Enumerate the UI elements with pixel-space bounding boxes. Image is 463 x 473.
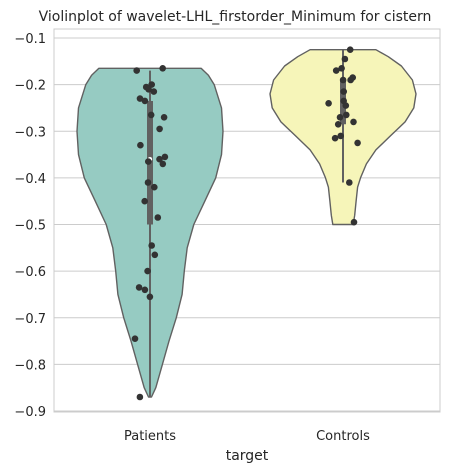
data-point <box>332 67 340 74</box>
strip-points <box>131 46 361 401</box>
data-point <box>144 179 152 186</box>
data-point <box>147 111 155 119</box>
violins <box>76 49 417 398</box>
chart-title: Violinplot of wavelet-LHL_firstorder_Min… <box>39 9 432 25</box>
y-tick-label: −0.1 <box>14 32 46 47</box>
y-tick-label: −0.2 <box>14 79 46 94</box>
data-point <box>340 88 348 95</box>
data-point <box>350 218 358 226</box>
data-point <box>354 139 361 147</box>
y-tick-labels: −0.1 −0.2 −0.3 −0.4 −0.5 −0.6 −0.7 −0.8 −0.9 <box>14 32 46 420</box>
x-tick-label: Patients <box>124 429 176 444</box>
data-point <box>151 251 159 259</box>
y-tick-label: −0.7 <box>14 312 46 327</box>
data-point <box>331 134 339 142</box>
data-point <box>137 141 144 149</box>
x-tick-label: Controls <box>316 429 370 444</box>
data-point <box>156 125 163 133</box>
data-point <box>148 242 155 249</box>
data-point <box>334 121 342 128</box>
data-point <box>350 118 357 126</box>
data-point <box>136 393 144 401</box>
data-point <box>141 97 149 105</box>
data-point <box>160 114 168 121</box>
data-point <box>336 114 344 121</box>
x-axis-label: target <box>226 448 269 464</box>
data-point <box>151 183 158 191</box>
data-point <box>159 65 166 72</box>
data-point <box>325 100 332 107</box>
data-point <box>346 46 354 53</box>
data-point <box>148 81 155 88</box>
data-point <box>343 111 350 119</box>
data-point <box>135 284 143 291</box>
plot-frame <box>53 28 441 413</box>
data-point <box>338 65 345 72</box>
data-point <box>347 76 354 84</box>
data-point <box>141 197 148 205</box>
y-tick-label: −0.5 <box>14 219 46 234</box>
data-point <box>154 214 162 221</box>
data-point <box>156 155 163 163</box>
data-point <box>144 267 151 275</box>
data-point <box>161 153 169 161</box>
data-point <box>339 76 347 84</box>
data-point <box>159 160 167 168</box>
data-point <box>145 86 152 93</box>
y-tick-label: −0.6 <box>14 265 46 280</box>
data-point <box>133 67 140 74</box>
y-tick-label: −0.4 <box>14 172 46 187</box>
data-point <box>136 95 144 102</box>
data-point <box>141 286 149 294</box>
data-point <box>337 132 345 140</box>
data-point <box>341 55 349 63</box>
y-tick-label: −0.3 <box>14 125 46 140</box>
x-tick-labels: Patients Controls <box>124 429 370 444</box>
y-tick-label: −0.9 <box>14 405 46 420</box>
data-point <box>342 102 350 109</box>
data-point <box>131 335 139 343</box>
data-point <box>346 179 353 186</box>
data-point <box>145 158 152 165</box>
data-point <box>150 88 158 95</box>
y-tick-label: −0.8 <box>14 358 46 373</box>
data-point <box>146 293 154 301</box>
